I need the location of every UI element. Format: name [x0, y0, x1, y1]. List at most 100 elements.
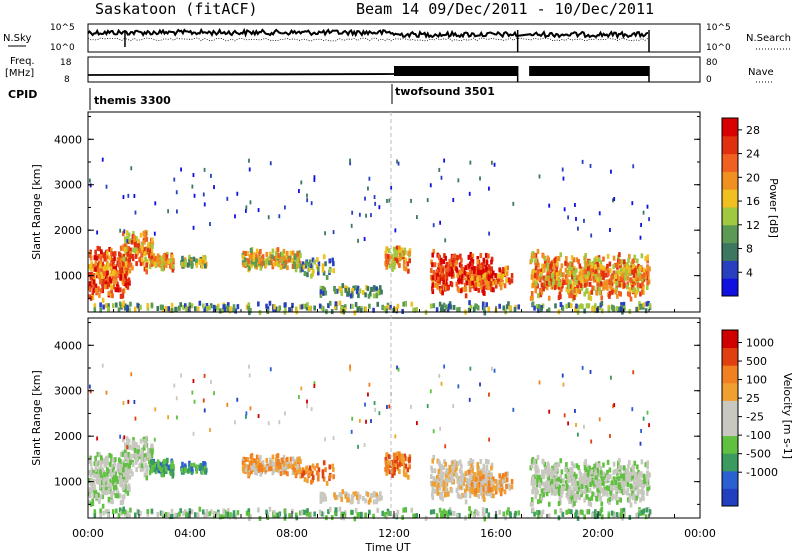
power-cell [322, 254, 326, 260]
power-cell [143, 266, 147, 272]
power-cell [477, 287, 481, 293]
power-cell [459, 253, 462, 259]
power-cell [282, 255, 286, 261]
velocity-cell [472, 475, 476, 481]
velocity-cell [497, 485, 500, 491]
power-cell [482, 262, 485, 268]
power-cell [589, 163, 592, 168]
velocity-cell [202, 461, 205, 467]
velocity-cell [140, 454, 144, 460]
power-cell [499, 285, 503, 291]
power-swatch [722, 207, 738, 226]
power-cell [192, 256, 196, 262]
power-cell [398, 255, 401, 261]
velocity-cell [504, 471, 508, 477]
power-cell [539, 287, 542, 293]
velocity-cell [368, 497, 372, 503]
velocity-cell [440, 510, 444, 516]
power-cell [127, 246, 131, 252]
power-cell [144, 237, 148, 243]
power-cell [161, 266, 164, 272]
power-cell [470, 275, 474, 281]
power-cell [627, 267, 631, 273]
velocity-cell [279, 471, 283, 477]
velocity-cell [297, 468, 300, 474]
velocity-cell [114, 471, 118, 477]
power-cell [148, 249, 152, 255]
velocity-cell [452, 510, 456, 516]
velocity-cell [536, 478, 539, 484]
power-cell [245, 304, 249, 310]
velocity-cell [538, 380, 541, 385]
velocity-cell [572, 463, 575, 469]
velocity-cell [324, 437, 326, 442]
power-cell [100, 252, 103, 258]
power-cell [94, 284, 98, 290]
power-cell [260, 261, 264, 267]
velocity-cell [259, 471, 263, 477]
velocity-cell [117, 463, 121, 469]
power-cell [593, 257, 596, 263]
power-cell [537, 276, 541, 282]
velocity-cell [388, 404, 391, 409]
power-cell [439, 265, 443, 271]
velocity-cell [561, 373, 564, 378]
velocity-cell [325, 480, 329, 486]
power-cell [613, 197, 616, 202]
power-cell [626, 275, 630, 281]
power-cell [647, 279, 651, 285]
power-cell [462, 275, 465, 281]
velocity-cell [464, 492, 468, 498]
power-cell [241, 254, 245, 260]
power-cell [132, 231, 135, 237]
power-cell [165, 257, 168, 263]
power-cell [296, 251, 300, 257]
velocity-cell [628, 514, 632, 520]
velocity-cell [133, 447, 137, 453]
velocity-cell [468, 506, 471, 512]
power-cell [598, 290, 602, 296]
velocity-cell [305, 511, 309, 517]
power-cell [359, 307, 363, 313]
velocity-cell [88, 458, 92, 464]
velocity-cell [437, 468, 441, 474]
power-cell [643, 272, 646, 278]
power-cell [386, 198, 388, 203]
power-cell [90, 271, 93, 277]
velocity-cell [131, 462, 135, 468]
velocity-cell [476, 465, 480, 471]
power-cell [153, 261, 157, 267]
velocity-cell [255, 454, 259, 460]
velocity-cell [474, 476, 478, 482]
power-cell [296, 255, 300, 261]
power-cell [554, 262, 557, 268]
velocity-cell [151, 459, 155, 465]
power-cell [550, 284, 554, 290]
velocity-cell [123, 509, 127, 515]
power-cell [303, 270, 307, 276]
power-cell [131, 234, 135, 240]
power-cell [208, 305, 212, 311]
power-cell [213, 185, 215, 190]
velocity-cell [190, 509, 194, 515]
velocity-cell [471, 464, 475, 470]
velocity-cell [618, 458, 621, 464]
power-cell [201, 303, 205, 309]
xtick-label: 16:00 [480, 527, 512, 540]
power-cell [599, 271, 603, 277]
power-cell [459, 278, 463, 284]
power-cell [490, 287, 494, 293]
velocity-cell [574, 497, 578, 503]
velocity-cell [248, 460, 252, 466]
velocity-cell [310, 479, 313, 485]
power-cell [88, 263, 91, 269]
power-cell [291, 263, 295, 269]
velocity-cell [602, 491, 605, 497]
velocity-cell [562, 382, 565, 387]
power-cell [100, 249, 103, 255]
velocity-cell [288, 513, 291, 519]
velocity-cell [151, 449, 154, 455]
velocity-cell [134, 416, 137, 421]
power-cell [555, 275, 559, 281]
velocity-cell [583, 514, 586, 520]
